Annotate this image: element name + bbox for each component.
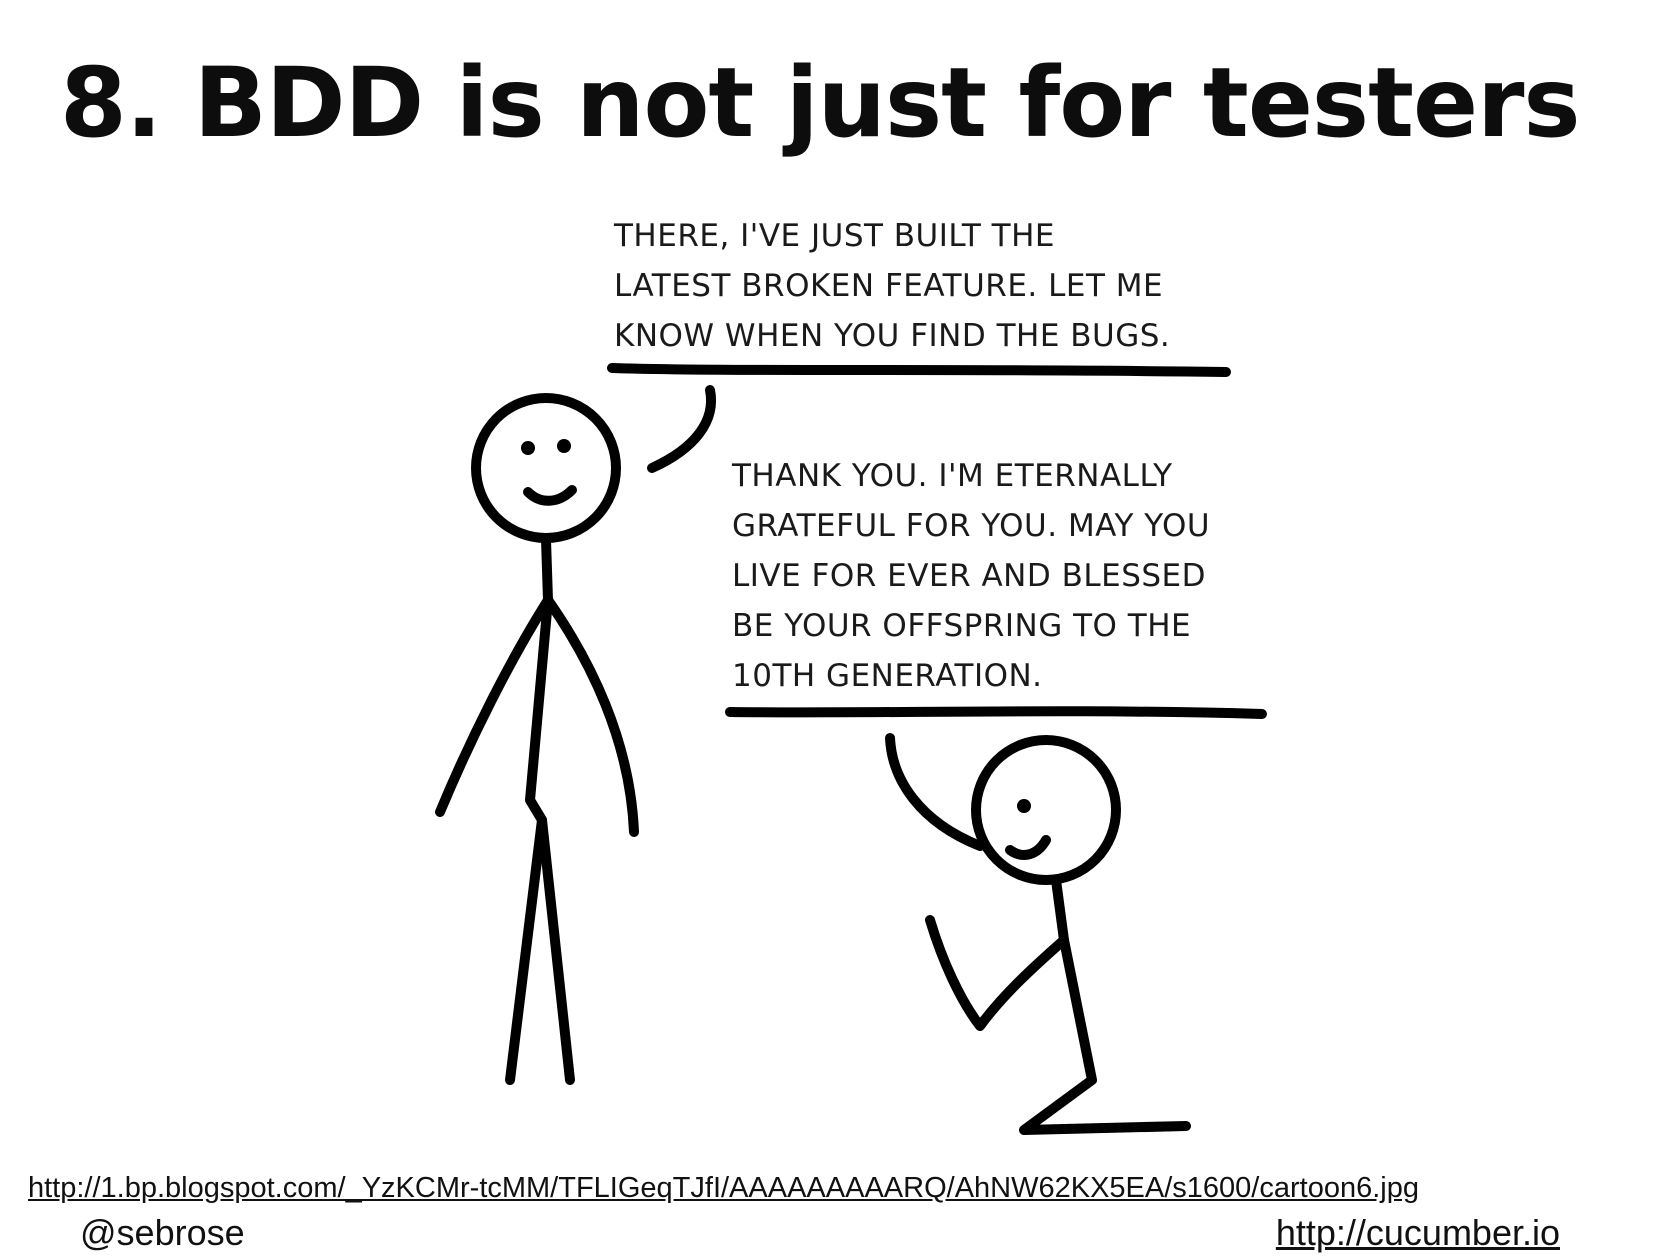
figure-body-left-leg	[505, 535, 553, 1085]
speech-line: GRATEFUL FOR YOU. MAY YOU	[732, 508, 1210, 544]
figure-head	[471, 393, 621, 543]
figure-body-legs	[1019, 875, 1191, 1135]
speech-bubble-tester: THANK YOU. I'M ETERNALLY GRATEFUL FOR YO…	[725, 458, 1267, 851]
standing-stick-figure	[435, 393, 639, 1085]
figure-smile	[1005, 835, 1051, 860]
cucumber-site-link[interactable]: http://cucumber.io	[1275, 1212, 1560, 1253]
source-url-link[interactable]: http://1.bp.blogspot.com/_YzKCMr-tcMM/TF…	[28, 1172, 1419, 1204]
figure-left-arm	[435, 595, 553, 817]
speech-line: LATEST BROKEN FEATURE. LET ME	[614, 268, 1163, 304]
figure-eye	[1017, 799, 1031, 813]
figure-head	[971, 735, 1121, 885]
speech-line: LIVE FOR EVER AND BLESSED	[732, 558, 1206, 594]
figure-eye	[557, 439, 571, 453]
speech-underline	[725, 706, 1267, 719]
twitter-handle: @sebrose	[80, 1212, 245, 1253]
speech-tail	[885, 733, 985, 851]
slide-title: 8. BDD is not just for testers	[60, 47, 1581, 159]
figure-eye	[521, 441, 535, 455]
speech-line: 10TH GENERATION.	[732, 658, 1043, 694]
speech-line: KNOW WHEN YOU FIND THE BUGS.	[614, 318, 1170, 354]
figure-smile	[523, 485, 577, 506]
speech-underline	[607, 363, 1231, 377]
speech-line: BE YOUR OFFSPRING TO THE	[732, 608, 1191, 644]
speech-tail	[647, 385, 716, 473]
speech-line: THERE, I'VE JUST BUILT THE	[613, 218, 1055, 254]
figure-right-arm	[543, 595, 639, 837]
speech-bubble-developer: THERE, I'VE JUST BUILT THE LATEST BROKEN…	[607, 218, 1231, 473]
figure-arms	[925, 915, 1069, 1031]
cartoon-illustration: THERE, I'VE JUST BUILT THE LATEST BROKEN…	[435, 218, 1267, 1135]
speech-line: THANK YOU. I'M ETERNALLY	[731, 458, 1173, 494]
kneeling-stick-figure	[925, 735, 1191, 1135]
figure-right-leg	[537, 815, 575, 1085]
